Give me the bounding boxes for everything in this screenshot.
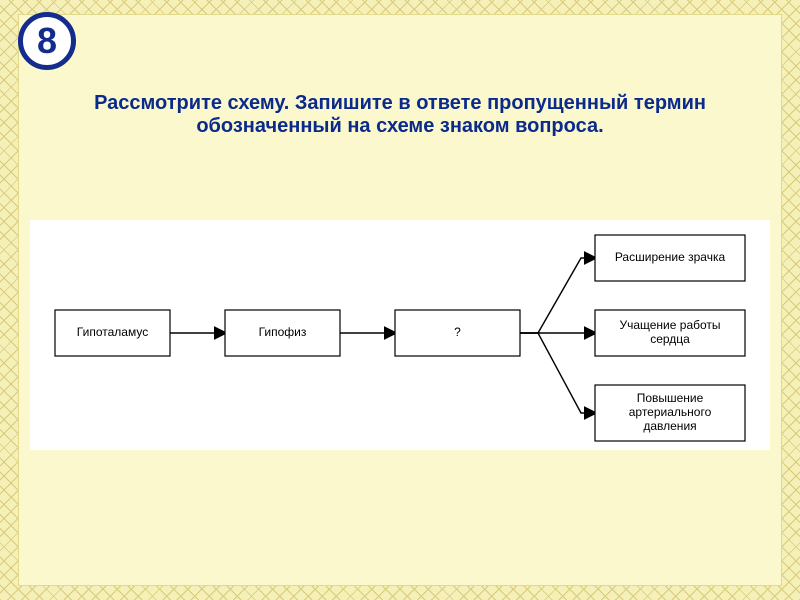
node-n3-label: ? <box>454 325 461 339</box>
node-n2-label: Гипофиз <box>259 325 307 339</box>
question-number-badge: 8 <box>18 12 76 70</box>
question-number: 8 <box>37 20 57 62</box>
slide-stage: 8 Рассмотрите схему. Запишите в ответе п… <box>0 0 800 600</box>
node-n1-label: Гипоталамус <box>77 325 148 339</box>
diagram-svg: ГипоталамусГипофиз?Расширение зрачкаУчащ… <box>30 220 770 450</box>
instruction-text: Рассмотрите схему. Запишите в ответе про… <box>60 92 740 138</box>
node-r1-label: Расширение зрачка <box>615 250 726 264</box>
diagram-container: ГипоталамусГипофиз?Расширение зрачкаУчащ… <box>30 220 770 450</box>
